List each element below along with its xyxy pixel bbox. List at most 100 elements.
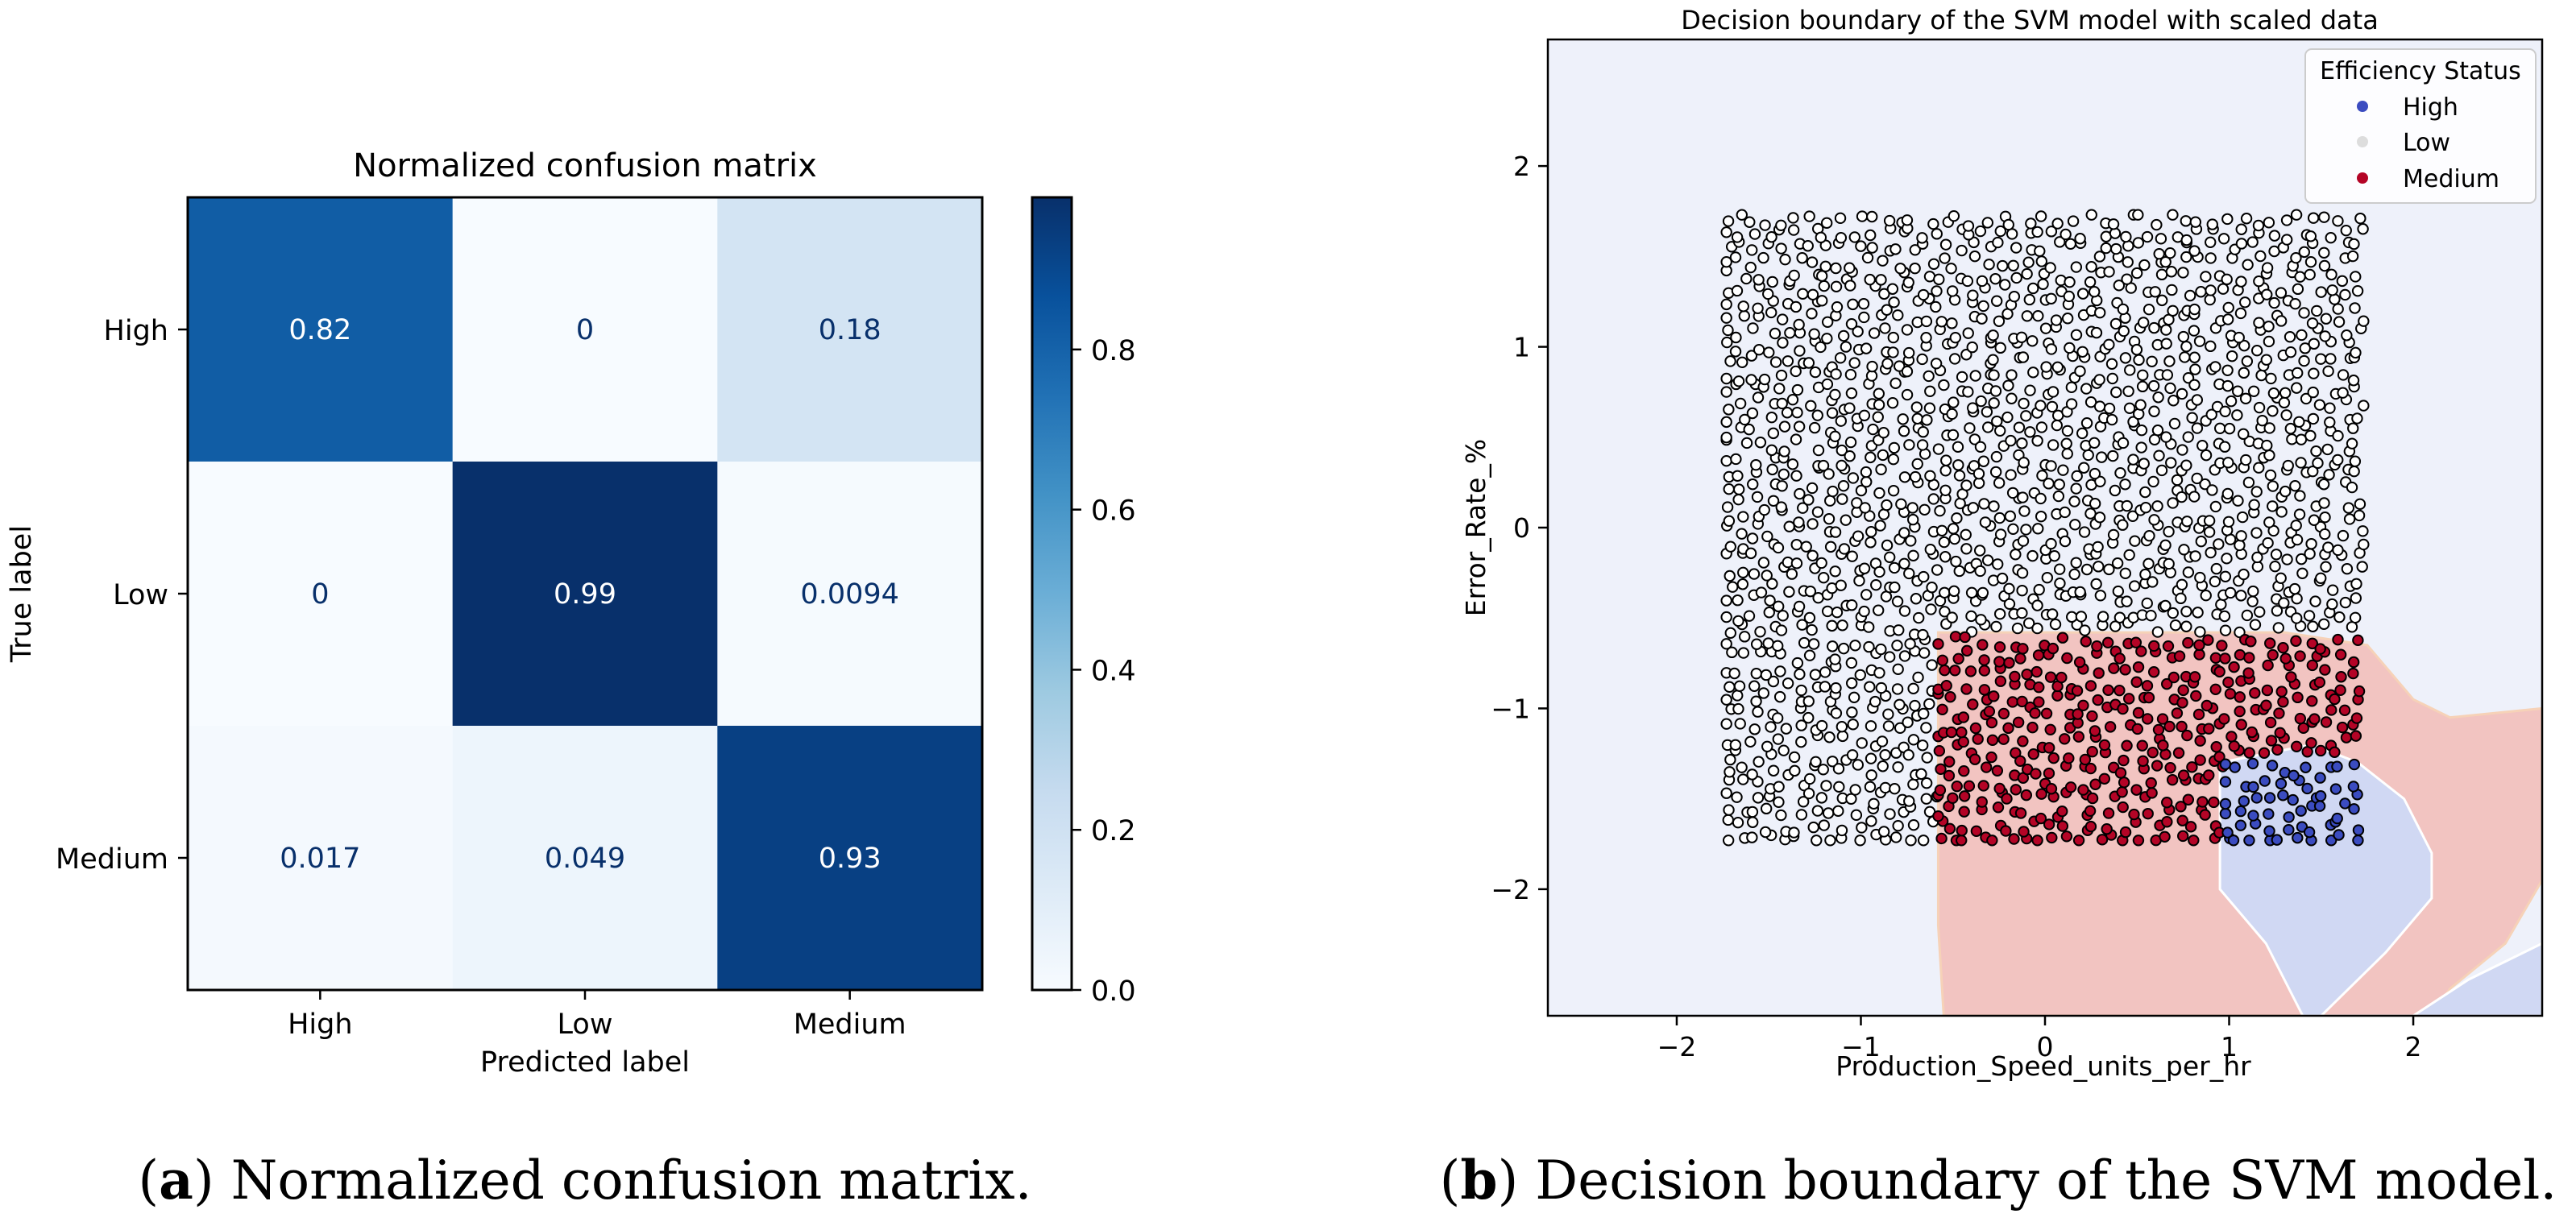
point-low <box>1940 454 1952 466</box>
point-medium <box>2164 761 2176 774</box>
point-low <box>1795 735 1807 748</box>
point-low <box>2082 449 2094 462</box>
point-low <box>2057 464 2069 476</box>
point-low <box>1884 808 1896 820</box>
point-low <box>2071 470 2083 483</box>
svm-xtick-label: −1 <box>1841 1031 1881 1062</box>
point-low <box>2010 549 2022 561</box>
point-low <box>1967 289 1979 301</box>
point-low <box>2176 387 2188 400</box>
point-low <box>2205 408 2217 420</box>
point-low <box>1769 327 1782 340</box>
point-low <box>2167 497 2179 509</box>
point-low <box>2052 490 2065 503</box>
point-low <box>2275 315 2288 327</box>
point-low <box>1817 764 1829 776</box>
point-medium <box>2347 656 2360 669</box>
point-low <box>1975 614 1987 626</box>
point-low <box>1720 298 1732 311</box>
point-high <box>2227 835 2240 847</box>
point-low <box>2263 217 2275 229</box>
point-low <box>2191 394 2204 406</box>
point-low <box>1758 503 1770 516</box>
point-high <box>2314 772 2326 784</box>
point-low <box>1866 360 1878 373</box>
point-low <box>1879 748 1891 761</box>
point-high <box>2246 757 2259 770</box>
point-low <box>2147 379 2160 392</box>
point-low <box>1821 333 1833 345</box>
point-low <box>2219 624 2232 636</box>
point-low <box>1917 288 1930 301</box>
point-low <box>1763 346 1775 358</box>
point-low <box>2165 266 2178 278</box>
point-low <box>1935 316 1948 328</box>
point-low <box>2063 290 2076 303</box>
point-low <box>1747 322 1759 334</box>
point-low <box>1999 279 2011 291</box>
point-low <box>2180 605 2192 618</box>
point-low <box>1723 404 1735 416</box>
point-low <box>1889 783 1901 795</box>
point-medium <box>2113 684 2126 697</box>
point-medium <box>1956 835 1968 847</box>
point-medium <box>2059 733 2071 745</box>
point-low <box>2151 218 2163 231</box>
legend-box <box>2304 48 2537 204</box>
point-low <box>1892 309 1904 321</box>
point-low <box>2333 611 2346 623</box>
point-medium <box>1934 784 1947 797</box>
point-low <box>1869 695 1881 708</box>
svm-xtick-label: 2 <box>2405 1031 2422 1062</box>
point-low <box>1939 238 1952 251</box>
point-low <box>1736 528 1748 540</box>
point-low <box>1794 487 1806 500</box>
point-medium <box>2137 755 2149 768</box>
point-low <box>1722 215 1735 227</box>
point-medium <box>2047 752 2060 764</box>
point-low <box>1815 231 1827 244</box>
point-low <box>2155 268 2168 281</box>
point-low <box>2233 331 2245 344</box>
point-low <box>1865 229 1877 242</box>
point-low <box>2074 365 2086 378</box>
point-low <box>1906 513 1919 526</box>
point-low <box>1805 400 1817 412</box>
point-low <box>2206 218 2218 230</box>
point-high <box>2287 793 2299 806</box>
point-low <box>1757 251 1769 264</box>
point-low <box>1751 491 1764 503</box>
point-low <box>2089 437 2101 449</box>
point-low <box>1849 784 1861 796</box>
point-medium <box>2043 767 2055 780</box>
point-low <box>1903 567 1915 580</box>
point-low <box>2097 611 2109 623</box>
point-low <box>2196 439 2209 452</box>
point-low <box>1866 242 1878 254</box>
point-low <box>1823 731 1836 743</box>
point-low <box>2205 284 2217 296</box>
point-low <box>1993 607 2006 620</box>
point-low <box>1732 816 1744 829</box>
point-low <box>1794 345 1806 357</box>
cm-value-medium-medium: 0.93 <box>819 843 881 875</box>
point-medium <box>2160 677 2173 690</box>
point-low <box>1845 677 1858 690</box>
point-low <box>1806 308 1818 320</box>
point-low <box>1806 256 1819 268</box>
point-low <box>2070 261 2083 273</box>
point-low <box>1724 766 1736 778</box>
point-low <box>2145 609 2157 622</box>
point-low <box>1981 406 1993 418</box>
point-low <box>1960 349 1972 361</box>
point-low <box>1780 723 1793 735</box>
point-low <box>2269 561 2281 573</box>
point-low <box>1732 494 1744 506</box>
point-low <box>1865 815 1877 827</box>
cm-value-low-medium: 0.0094 <box>800 578 898 611</box>
point-medium <box>2313 676 2326 689</box>
point-low <box>2180 459 2192 471</box>
point-low <box>2354 212 2367 225</box>
point-low <box>2332 429 2344 442</box>
point-low <box>2024 426 2036 438</box>
